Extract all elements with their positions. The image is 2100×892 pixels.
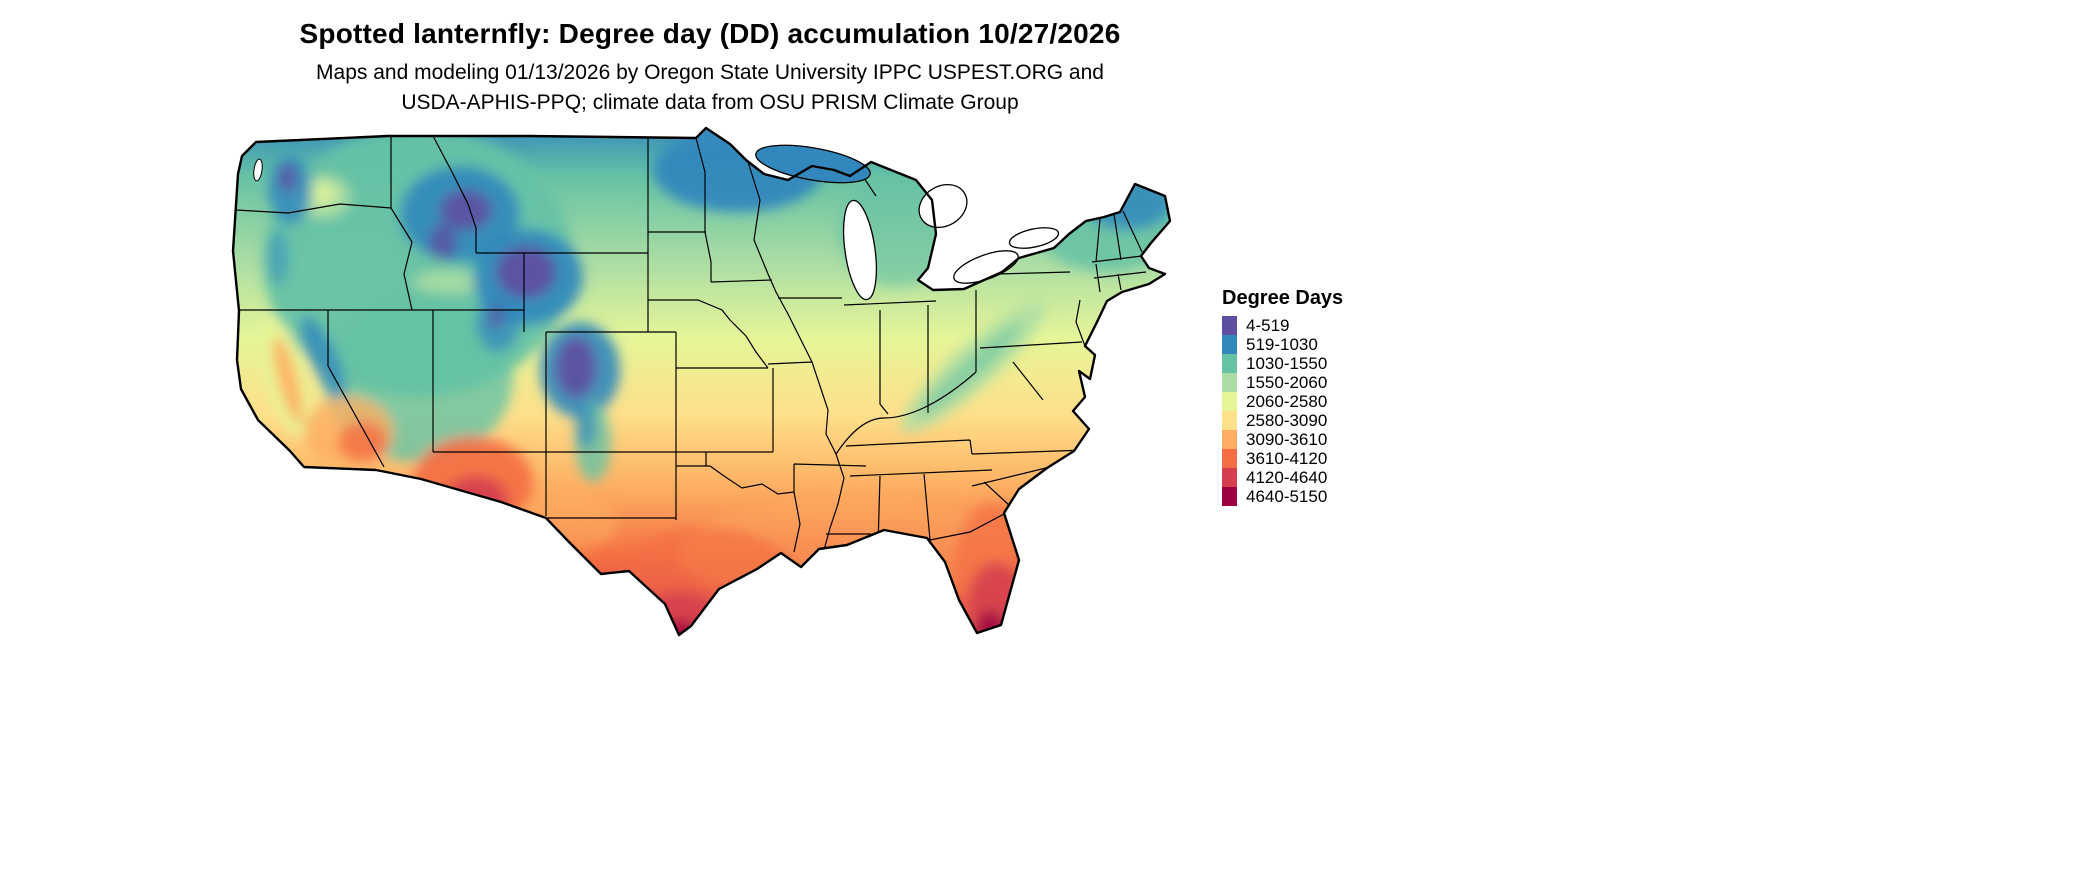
legend-entry-label: 4640-5150 <box>1246 486 1328 506</box>
map-legend: Degree Days 4-519 519-1030 1030-1550 1550-2… <box>1222 287 1343 506</box>
lake-huron <box>918 183 968 229</box>
figure-subtitle-line1: Maps and modeling 01/13/2026 by Oregon S… <box>316 61 1104 84</box>
lake-michigan <box>842 199 878 301</box>
legend-color-swatch <box>1222 430 1237 449</box>
legend-entry-label: 1030-1550 <box>1246 353 1328 373</box>
state-borders-east <box>835 271 1087 547</box>
figure-subtitle: Maps and modeling 01/13/2026 by Oregon S… <box>0 58 1420 118</box>
state-borders-midwest-rivers <box>695 137 845 551</box>
figure-header: Spotted lanternfly: Degree day (DD) accu… <box>0 0 1420 118</box>
legend-entry: 2580-3090 <box>1222 411 1343 430</box>
state-borders-west <box>234 135 731 520</box>
legend-entry-label: 519-1030 <box>1246 334 1318 354</box>
state-borders-plains <box>676 319 871 553</box>
legend-entry: 4120-4640 <box>1222 468 1343 487</box>
legend-entry: 1550-2060 <box>1222 373 1343 392</box>
legend-entry-label: 2060-2580 <box>1246 391 1328 411</box>
legend-color-swatch <box>1222 449 1237 468</box>
legend-color-swatch <box>1222 316 1237 335</box>
legend-entry: 3610-4120 <box>1222 449 1343 468</box>
figure-title: Spotted lanternfly: Degree day (DD) accu… <box>299 18 1121 49</box>
legend-color-swatch <box>1222 354 1237 373</box>
legend-entry-label: 3090-3610 <box>1246 429 1328 449</box>
legend-entry-label: 4-519 <box>1246 315 1290 335</box>
legend-entries: 4-519 519-1030 1030-1550 1550-2060 2060-2580… <box>1222 316 1343 506</box>
legend-entry-label: 4120-4640 <box>1246 467 1328 487</box>
map-raster-area <box>233 128 1170 635</box>
legend-entry-label: 1550-2060 <box>1246 372 1328 392</box>
legend-entry: 4640-5150 <box>1222 487 1343 506</box>
legend-title: Degree Days <box>1222 287 1344 309</box>
legend-entry-label: 2580-3090 <box>1246 410 1328 430</box>
us-degree-days-map <box>231 126 1172 637</box>
state-borders <box>234 135 1147 553</box>
legend-entry: 4-519 <box>1222 316 1343 335</box>
legend-color-swatch <box>1222 392 1237 411</box>
legend-color-swatch <box>1222 411 1237 430</box>
region-shading-layer <box>260 128 1170 635</box>
legend-entry: 3090-3610 <box>1222 430 1343 449</box>
figure-subtitle-line2: USDA-APHIS-PPQ; climate data from OSU PR… <box>401 90 1019 114</box>
legend-entry: 2060-2580 <box>1222 392 1343 411</box>
legend-entry: 1030-1550 <box>1222 354 1343 373</box>
state-borders-northeast <box>863 177 1147 293</box>
puget-sound <box>253 158 263 182</box>
legend-color-swatch <box>1222 373 1237 392</box>
legend-color-swatch <box>1222 487 1237 506</box>
legend-color-swatch <box>1222 335 1237 354</box>
legend-entry: 519-1030 <box>1222 335 1343 354</box>
legend-color-swatch <box>1222 468 1237 487</box>
lake-ontario <box>1008 227 1060 249</box>
legend-entry-label: 3610-4120 <box>1246 448 1328 468</box>
